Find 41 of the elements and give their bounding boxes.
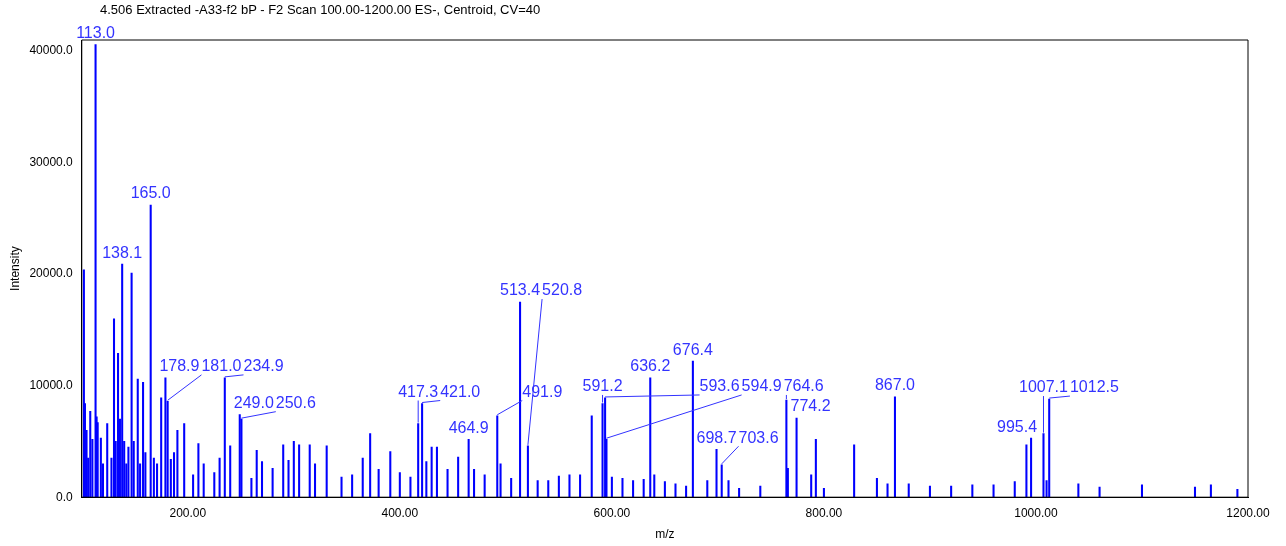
x-tick-label: 800.00 [805, 505, 843, 520]
x-tick-label: 400.00 [381, 505, 419, 520]
annotation: 250.6 [275, 394, 316, 412]
annotation: 421.0 [440, 382, 481, 400]
y-tick-label: 30000.0 [29, 154, 74, 169]
annotation: 636.2 [630, 357, 671, 375]
x-tick-label: 1200.00 [1226, 505, 1271, 520]
y-tick-label: 0.0 [56, 489, 74, 504]
annotation: 165.0 [130, 184, 171, 202]
annotation: 181.0 [201, 357, 242, 375]
annotation: 113.0 [76, 23, 116, 41]
annotation: 594.9 [741, 377, 782, 395]
x-tick-label: 600.00 [593, 505, 631, 520]
y-axis-title: Intensity [7, 246, 22, 291]
annotation: 234.9 [243, 357, 284, 375]
annotation: 464.9 [448, 418, 489, 436]
y-tick-label: 10000.0 [29, 378, 74, 392]
x-tick-label: 1000.00 [1014, 505, 1058, 520]
annotation: 995.4 [997, 417, 1038, 435]
annotation: 867.0 [874, 376, 916, 394]
annotation: 591.2 [582, 377, 623, 395]
annotation: 417.3 [398, 382, 439, 400]
annotation: 703.6 [738, 428, 779, 446]
annotation: 1007.1 [1019, 378, 1069, 396]
annotation: 676.4 [672, 340, 713, 358]
annotation: 249.0 [233, 394, 274, 412]
annotation: 774.2 [790, 397, 831, 415]
annotation: 491.9 [522, 382, 563, 400]
annotation: 764.6 [783, 377, 824, 395]
y-tick-label: 20000.0 [29, 266, 74, 281]
annotation: 138.1 [102, 243, 143, 261]
x-tick-label: 200.00 [169, 505, 207, 520]
x-axis-title: m/z [655, 527, 675, 542]
annotation: 698.7 [696, 428, 737, 446]
annotation: 513.4 [500, 281, 541, 299]
y-tick-label: 40000.0 [29, 43, 74, 58]
annotation: 1012.5 [1069, 378, 1119, 396]
chart-title: 4.506 Extracted -A33-f2 bP - F2 Scan 100.00-1200.00 ES-, Centroid, CV=40 [100, 2, 541, 17]
annotation: 520.8 [542, 281, 583, 299]
annotation: 593.6 [699, 377, 740, 395]
annotation: 178.9 [159, 357, 200, 375]
